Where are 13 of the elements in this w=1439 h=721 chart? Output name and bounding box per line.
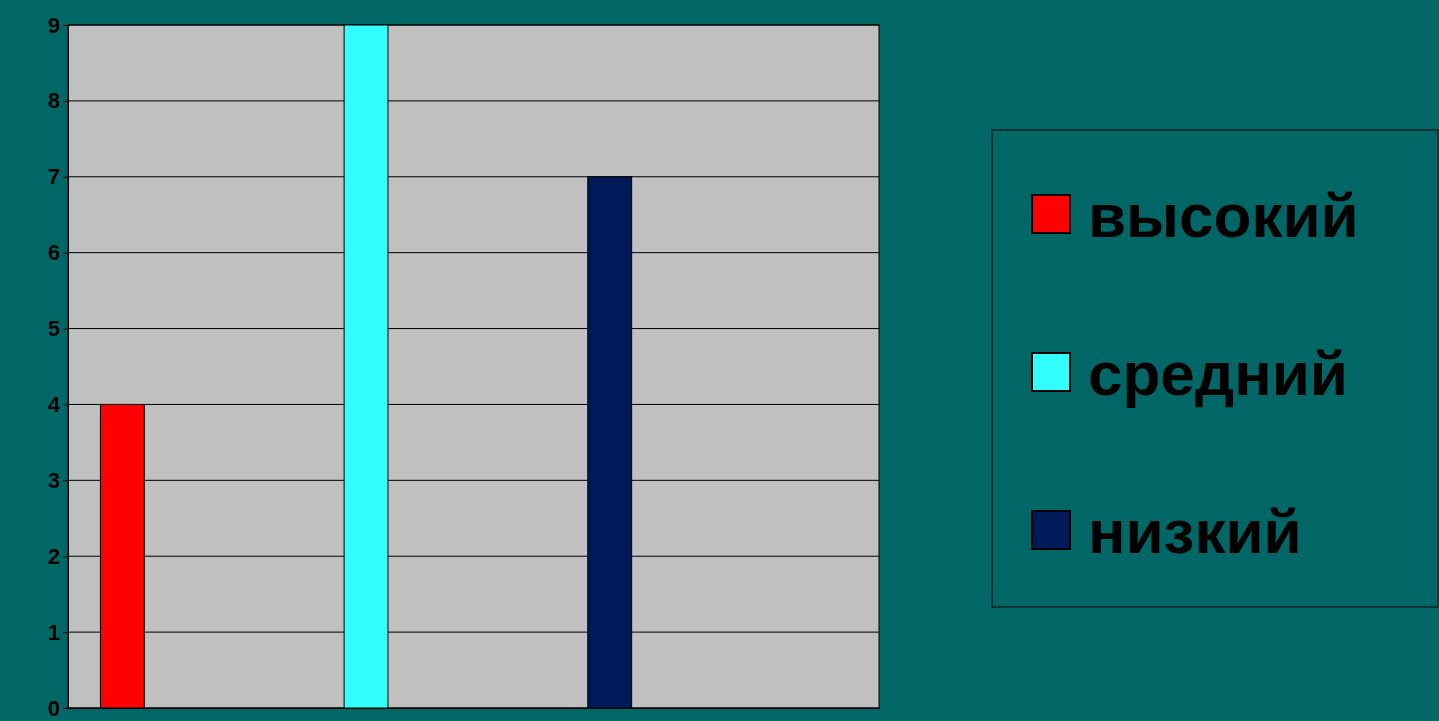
legend-label: низкий — [1088, 496, 1302, 566]
y-tick-label: 8 — [47, 88, 60, 114]
y-tick-label: 7 — [47, 164, 60, 190]
y-tick-label: 1 — [47, 619, 60, 645]
y-tick-label: 3 — [47, 467, 60, 493]
legend-label: высокий — [1088, 180, 1359, 250]
y-tick-label: 5 — [47, 316, 60, 342]
y-tick-label: 6 — [47, 240, 60, 266]
y-tick-label: 0 — [47, 695, 60, 721]
legend-label: средний — [1088, 338, 1348, 408]
y-tick-label: 2 — [47, 543, 60, 569]
y-tick-label: 9 — [47, 12, 60, 38]
y-tick-label: 4 — [47, 391, 61, 417]
